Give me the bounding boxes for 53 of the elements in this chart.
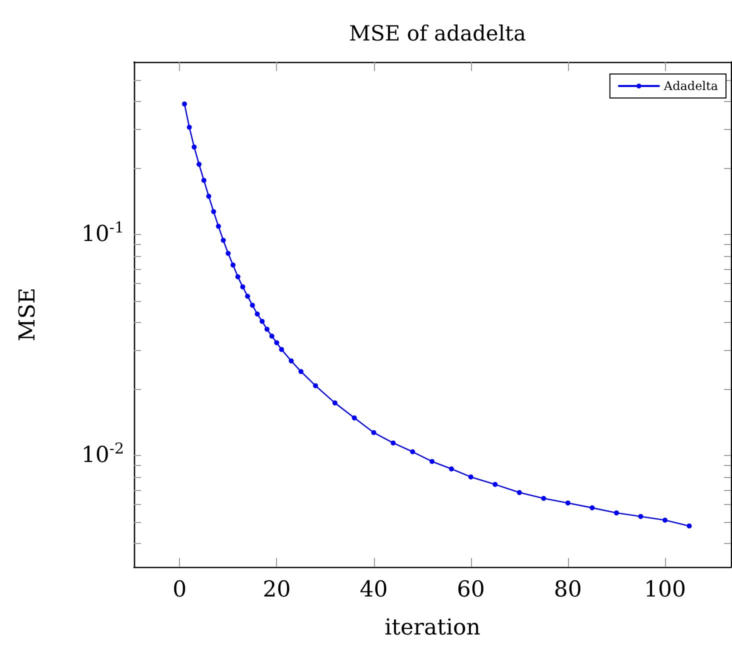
point <box>638 514 644 519</box>
point <box>269 334 274 339</box>
point <box>448 466 454 472</box>
point <box>662 518 668 523</box>
point <box>216 224 221 229</box>
x-tick-label: 0 <box>172 578 187 602</box>
point <box>182 101 187 106</box>
point <box>492 482 498 487</box>
point <box>211 209 216 214</box>
x-tick-label: 40 <box>360 578 388 602</box>
point <box>371 430 376 436</box>
point <box>516 490 522 496</box>
point <box>250 302 255 308</box>
point <box>254 312 260 317</box>
point <box>390 440 396 446</box>
point <box>196 162 202 167</box>
point <box>590 505 595 510</box>
point <box>206 194 212 199</box>
point <box>192 144 197 150</box>
point <box>226 250 231 256</box>
point <box>313 383 318 388</box>
point <box>186 124 192 130</box>
point <box>240 284 246 290</box>
point <box>201 178 206 183</box>
point <box>274 340 280 346</box>
point <box>614 510 619 516</box>
point <box>279 346 284 352</box>
point <box>260 318 265 324</box>
chart-title: MSE of adadelta <box>348 22 526 46</box>
point <box>264 326 270 332</box>
y-tick-label: 10$^{-2}$ <box>81 439 124 470</box>
point <box>541 496 546 501</box>
point <box>230 262 236 268</box>
point <box>565 500 570 506</box>
x-tick-label: 80 <box>554 578 582 602</box>
y-axis-title: MSE <box>16 288 40 342</box>
point <box>352 415 357 420</box>
point <box>686 523 692 528</box>
y-tick-label: 10$^{-1}$ <box>81 218 124 249</box>
x-tick-label: 20 <box>262 578 291 602</box>
point <box>430 458 435 464</box>
x-tick-label: 100 <box>644 578 686 602</box>
x-tick-label: 60 <box>456 578 485 602</box>
point <box>220 238 226 243</box>
point <box>245 294 250 299</box>
point <box>332 400 338 406</box>
x-axis-title: iteration <box>384 616 480 640</box>
point <box>298 369 304 374</box>
point <box>410 449 416 454</box>
point <box>235 274 240 280</box>
legend-label: Adadelta <box>662 79 718 93</box>
point <box>468 474 474 480</box>
point <box>288 358 294 364</box>
